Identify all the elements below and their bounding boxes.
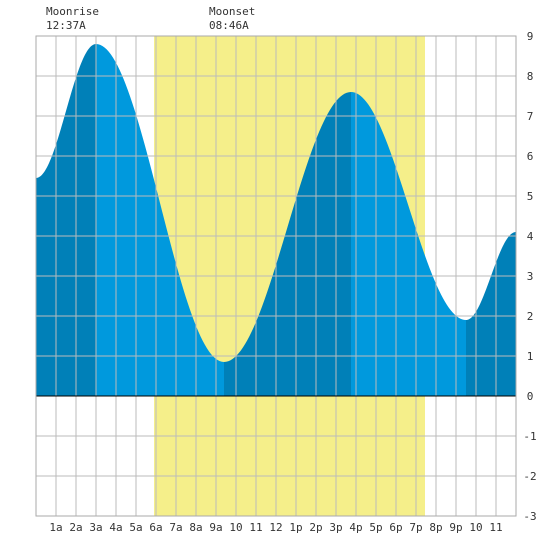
x-tick-label: 6p: [389, 521, 402, 534]
x-tick-label: 12: [269, 521, 282, 534]
x-tick-label: 5p: [369, 521, 382, 534]
x-tick-label: 1p: [289, 521, 302, 534]
x-tick-label: 6a: [149, 521, 162, 534]
x-tick-label: 11: [249, 521, 262, 534]
x-tick-label: 3p: [329, 521, 342, 534]
x-tick-label: 4a: [109, 521, 122, 534]
x-tick-label: 9p: [449, 521, 462, 534]
y-tick-labels: -3 -2 -1 0 1 2 3 4 5 6 7 8 9: [523, 30, 536, 523]
x-tick-label: 4p: [349, 521, 362, 534]
y-tick-label: -2: [523, 470, 536, 483]
moonrise-time: 12:37A: [46, 19, 86, 32]
tide-area-layer: [36, 44, 516, 396]
x-tick-label: 11: [489, 521, 502, 534]
y-tick-label: 9: [527, 30, 534, 43]
x-tick-label: 2a: [69, 521, 82, 534]
y-tick-label: 8: [527, 70, 534, 83]
falling-tide-segment: [96, 44, 224, 396]
y-tick-label: 0: [527, 390, 534, 403]
y-tick-label: 3: [527, 270, 534, 283]
falling-tide-segment: [351, 92, 466, 396]
x-tick-label: 8a: [189, 521, 202, 534]
moonset-annotation: Moonset 08:46A: [209, 5, 255, 32]
x-tick-label: 1a: [49, 521, 62, 534]
rising-tide-segment: [36, 44, 96, 396]
moonrise-annotation: Moonrise 12:37A: [46, 5, 99, 32]
grid-layer: [35, 35, 517, 517]
x-tick-label: 5a: [129, 521, 142, 534]
y-tick-label: 7: [527, 110, 534, 123]
y-tick-label: 6: [527, 150, 534, 163]
x-tick-label: 10: [229, 521, 242, 534]
y-tick-label: 5: [527, 190, 534, 203]
y-tick-label: -3: [523, 510, 536, 523]
x-tick-label: 2p: [309, 521, 322, 534]
x-tick-label: 3a: [89, 521, 102, 534]
rising-tide-segment: [224, 92, 351, 396]
plot-border: [35, 35, 517, 517]
y-tick-label: -1: [523, 430, 536, 443]
x-tick-label: 7p: [409, 521, 422, 534]
x-tick-label: 7a: [169, 521, 182, 534]
x-tick-label: 10: [469, 521, 482, 534]
moonset-label: Moonset: [209, 5, 255, 18]
rising-tide-segment: [466, 232, 516, 396]
y-tick-label: 1: [527, 350, 534, 363]
moonset-time: 08:46A: [209, 19, 249, 32]
y-tick-label: 4: [527, 230, 534, 243]
moonrise-label: Moonrise: [46, 5, 99, 18]
x-tick-label: 9a: [209, 521, 222, 534]
x-tick-label: 8p: [429, 521, 442, 534]
x-tick-labels: 1a 2a 3a 4a 5a 6a 7a 8a 9a 10 11 12 1p 2p 3p 4p 5p 6p 7p 8p…: [49, 521, 502, 534]
y-tick-label: 2: [527, 310, 534, 323]
